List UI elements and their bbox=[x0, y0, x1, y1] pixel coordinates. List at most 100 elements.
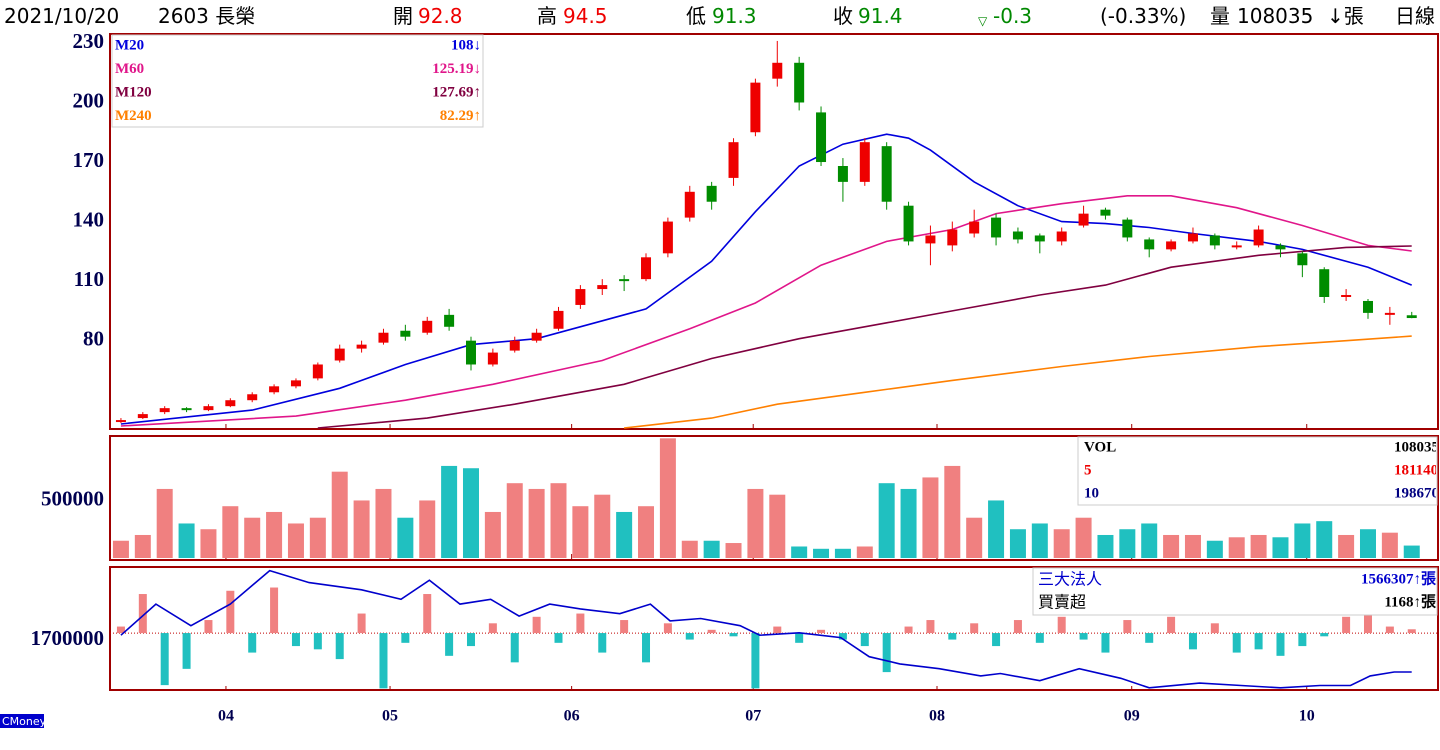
volume-bar bbox=[178, 523, 195, 558]
volume-bar bbox=[659, 438, 676, 558]
candle-body bbox=[553, 310, 564, 329]
volume-bar bbox=[244, 517, 261, 558]
net-bar bbox=[445, 633, 454, 656]
volume-bar bbox=[813, 548, 830, 558]
line bbox=[120, 133, 1413, 425]
net-bar bbox=[226, 590, 235, 634]
legend-value: 108↓ bbox=[451, 37, 481, 53]
net-bar bbox=[488, 623, 497, 634]
candle-body bbox=[1319, 269, 1330, 297]
net-bar bbox=[576, 613, 585, 634]
legend-name: VOL bbox=[1084, 439, 1116, 455]
legend-name: M60 bbox=[115, 61, 144, 77]
period: 日線 bbox=[1395, 4, 1435, 28]
candle-body bbox=[1012, 231, 1023, 240]
volume-bar bbox=[375, 488, 392, 558]
open-label: 開 bbox=[393, 4, 413, 28]
net-bar bbox=[204, 620, 213, 634]
candle-body bbox=[1384, 312, 1395, 315]
volume-bar bbox=[594, 494, 611, 558]
candle-body bbox=[225, 400, 236, 407]
open: 92.8 bbox=[418, 4, 463, 28]
candle-body bbox=[597, 285, 608, 290]
net-bar bbox=[904, 626, 913, 634]
volume-bar bbox=[1163, 534, 1180, 558]
candle-body bbox=[903, 205, 914, 242]
candle-body bbox=[115, 420, 126, 423]
volume-bar bbox=[1206, 540, 1223, 558]
net-bar bbox=[357, 613, 366, 634]
stock: 2603 長榮 bbox=[158, 4, 256, 28]
volume-bar bbox=[791, 546, 808, 558]
legend-name: 5 bbox=[1084, 462, 1092, 478]
volume-bar bbox=[1228, 537, 1245, 558]
net-bar bbox=[838, 633, 847, 640]
net-bar bbox=[707, 629, 716, 634]
volume-bar bbox=[1294, 523, 1311, 558]
volume-panel bbox=[109, 435, 1439, 561]
legend-name: M240 bbox=[115, 108, 152, 124]
volume-bar bbox=[1381, 532, 1398, 558]
y-tick-label: 230 bbox=[73, 29, 105, 53]
legend-name: 買賣超 bbox=[1038, 593, 1086, 612]
candle-body bbox=[947, 229, 958, 246]
volume-bar bbox=[222, 506, 239, 558]
legend-value: 181140 bbox=[1394, 462, 1438, 478]
candle-body bbox=[247, 394, 258, 401]
volume-bar bbox=[331, 471, 348, 558]
net-bar bbox=[620, 620, 629, 634]
candle-body bbox=[1209, 235, 1220, 246]
candle-body bbox=[750, 82, 761, 133]
net-bar bbox=[291, 633, 300, 647]
net-bar bbox=[882, 633, 891, 673]
volume: 108035 bbox=[1237, 4, 1314, 28]
volume-bar bbox=[1338, 534, 1355, 558]
net-bar bbox=[532, 616, 541, 634]
net-bar bbox=[1342, 616, 1351, 634]
net-bar bbox=[598, 633, 607, 653]
net-bar bbox=[1079, 633, 1088, 640]
volume-bar bbox=[1272, 537, 1289, 558]
candle-body bbox=[400, 330, 411, 337]
candle-body bbox=[290, 380, 301, 387]
net-bar bbox=[773, 626, 782, 634]
candle-body bbox=[159, 408, 170, 413]
volume-bar bbox=[156, 488, 173, 558]
candle-body bbox=[619, 279, 630, 282]
candle-body bbox=[1100, 209, 1111, 216]
net-bar bbox=[138, 594, 147, 634]
candle-body bbox=[925, 235, 936, 244]
candle-body bbox=[1122, 219, 1133, 238]
net-bar bbox=[795, 633, 804, 643]
candle-body bbox=[203, 406, 214, 411]
net-bar bbox=[1232, 633, 1241, 653]
net-bar bbox=[1385, 626, 1394, 634]
candle-body bbox=[969, 221, 980, 234]
volume-bar bbox=[703, 540, 720, 558]
logo-box bbox=[0, 714, 44, 728]
candle-body bbox=[334, 348, 345, 361]
net-bar bbox=[270, 587, 279, 634]
y-tick-label: 140 bbox=[73, 207, 105, 231]
candle-body bbox=[1056, 231, 1067, 242]
volume-bar bbox=[441, 465, 458, 558]
net-bar bbox=[1210, 623, 1219, 634]
candle-body bbox=[662, 221, 673, 254]
candle-body bbox=[1078, 213, 1089, 226]
volume-bar bbox=[900, 488, 917, 558]
candle-body bbox=[1406, 315, 1417, 319]
volume-bar bbox=[1009, 529, 1026, 558]
candle-body bbox=[444, 314, 455, 327]
high-label: 高 bbox=[537, 4, 557, 28]
net-bar bbox=[1123, 620, 1132, 634]
institution-panel bbox=[109, 566, 1439, 691]
volume-label: 量 bbox=[1210, 4, 1230, 28]
volume-bar bbox=[112, 540, 129, 558]
net-bar bbox=[160, 633, 169, 686]
legend-value: 1168↑張 bbox=[1384, 593, 1437, 610]
line bbox=[120, 195, 1412, 427]
net-bar bbox=[510, 633, 519, 663]
net-bar bbox=[970, 623, 979, 634]
net-bar bbox=[1101, 633, 1110, 653]
